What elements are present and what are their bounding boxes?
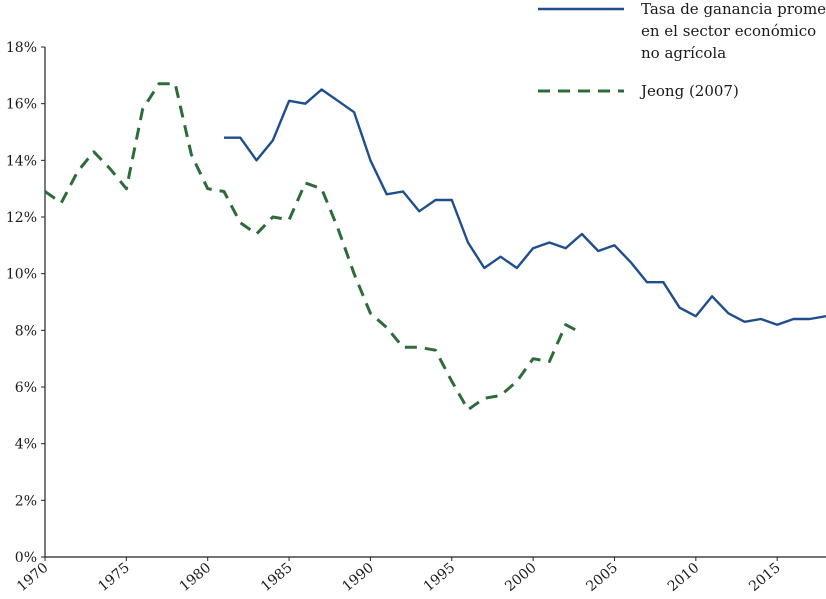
y-tick-label: 18% [6,40,37,56]
series-lines [44,82,826,412]
legend-label-1: en el sector económico [641,22,816,40]
series-line-2 [44,82,583,412]
x-axis-ticks: 1970 1975 1980 1985 1990 1995 2000 2005 2010 2015 [14,557,784,595]
y-tick-label: 2% [15,493,37,509]
y-tick-label: 14% [6,153,37,169]
y-axis-ticks: 0% 2% 4% 6% 8% 10% 12% 14% 16% 18% [6,40,45,566]
x-tick-label: 2010 [665,560,703,595]
x-tick-label: 1975 [95,560,133,595]
x-tick-label: 1995 [421,560,459,595]
x-tick-label: 1985 [258,560,296,595]
y-tick-label: 8% [15,323,37,339]
y-tick-label: 16% [6,97,37,113]
x-tick-label: 2000 [502,560,540,595]
legend-label-2: Jeong (2007) [639,82,739,100]
y-tick-label: 6% [15,380,37,396]
y-tick-label: 10% [6,267,37,283]
y-tick-label: 12% [6,210,37,226]
y-tick-label: 0% [15,550,37,566]
legend-label-1: no agrícola [641,44,726,62]
legend: Tasa de ganancia promedio en el sector ec… [538,0,826,100]
x-tick-label: 1990 [339,560,377,595]
series-line-1 [224,88,826,326]
x-tick-label: 1980 [177,560,215,595]
legend-label-1: Tasa de ganancia promedio [641,0,826,18]
x-tick-label: 2015 [746,560,784,595]
y-tick-label: 4% [15,437,37,453]
x-tick-label: 2005 [583,560,621,595]
